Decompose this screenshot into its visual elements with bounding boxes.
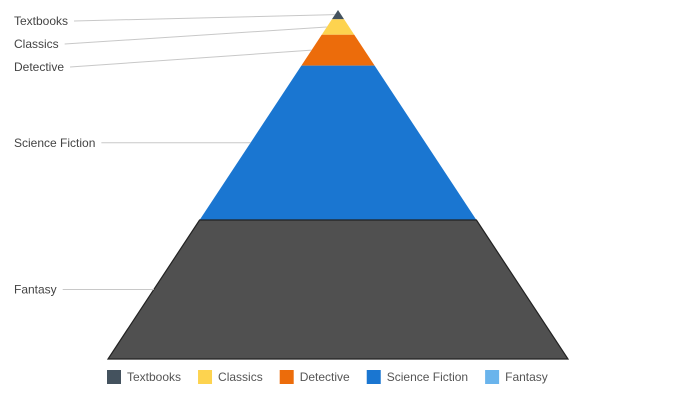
legend-label-classics[interactable]: Classics <box>218 370 263 384</box>
leader-line-textbooks <box>74 14 335 22</box>
pyramid-segment-fantasy <box>106 219 570 360</box>
chart-legend: Textbooks Classics Detective Science Fictio… <box>107 370 548 384</box>
legend-label-fantasy[interactable]: Fantasy <box>505 370 548 384</box>
legend-swatch-classics[interactable] <box>198 370 213 384</box>
segment-labels: Textbooks Classics Detective Science Fictio… <box>14 14 95 297</box>
segment-label-fantasy: Fantasy <box>14 283 57 297</box>
legend-label-textbooks[interactable]: Textbooks <box>127 370 181 384</box>
legend-swatch-fantasy[interactable] <box>485 370 500 384</box>
label-leaders <box>62 14 335 291</box>
leader-line-detective <box>69 49 312 68</box>
legend-swatch-textbooks[interactable] <box>107 370 121 384</box>
segment-label-science-fiction: Science Fiction <box>14 136 95 150</box>
leader-line-classics <box>64 26 327 45</box>
segment-label-classics: Classics <box>14 37 59 51</box>
legend-label-detective[interactable]: Detective <box>300 370 350 384</box>
pyramid-segment-detective <box>301 34 375 66</box>
legend-swatch-science-fiction[interactable] <box>366 370 381 384</box>
pyramid-segment-classics <box>321 19 355 35</box>
legend-swatch-detective[interactable] <box>279 370 294 384</box>
segment-label-textbooks: Textbooks <box>14 14 68 28</box>
segment-label-detective: Detective <box>14 60 64 74</box>
pyramid-segment-textbooks <box>331 10 345 20</box>
legend-label-science-fiction[interactable]: Science Fiction <box>387 370 468 384</box>
pyramid-segment-science-fiction <box>199 65 477 221</box>
pyramid-segments <box>106 10 570 360</box>
